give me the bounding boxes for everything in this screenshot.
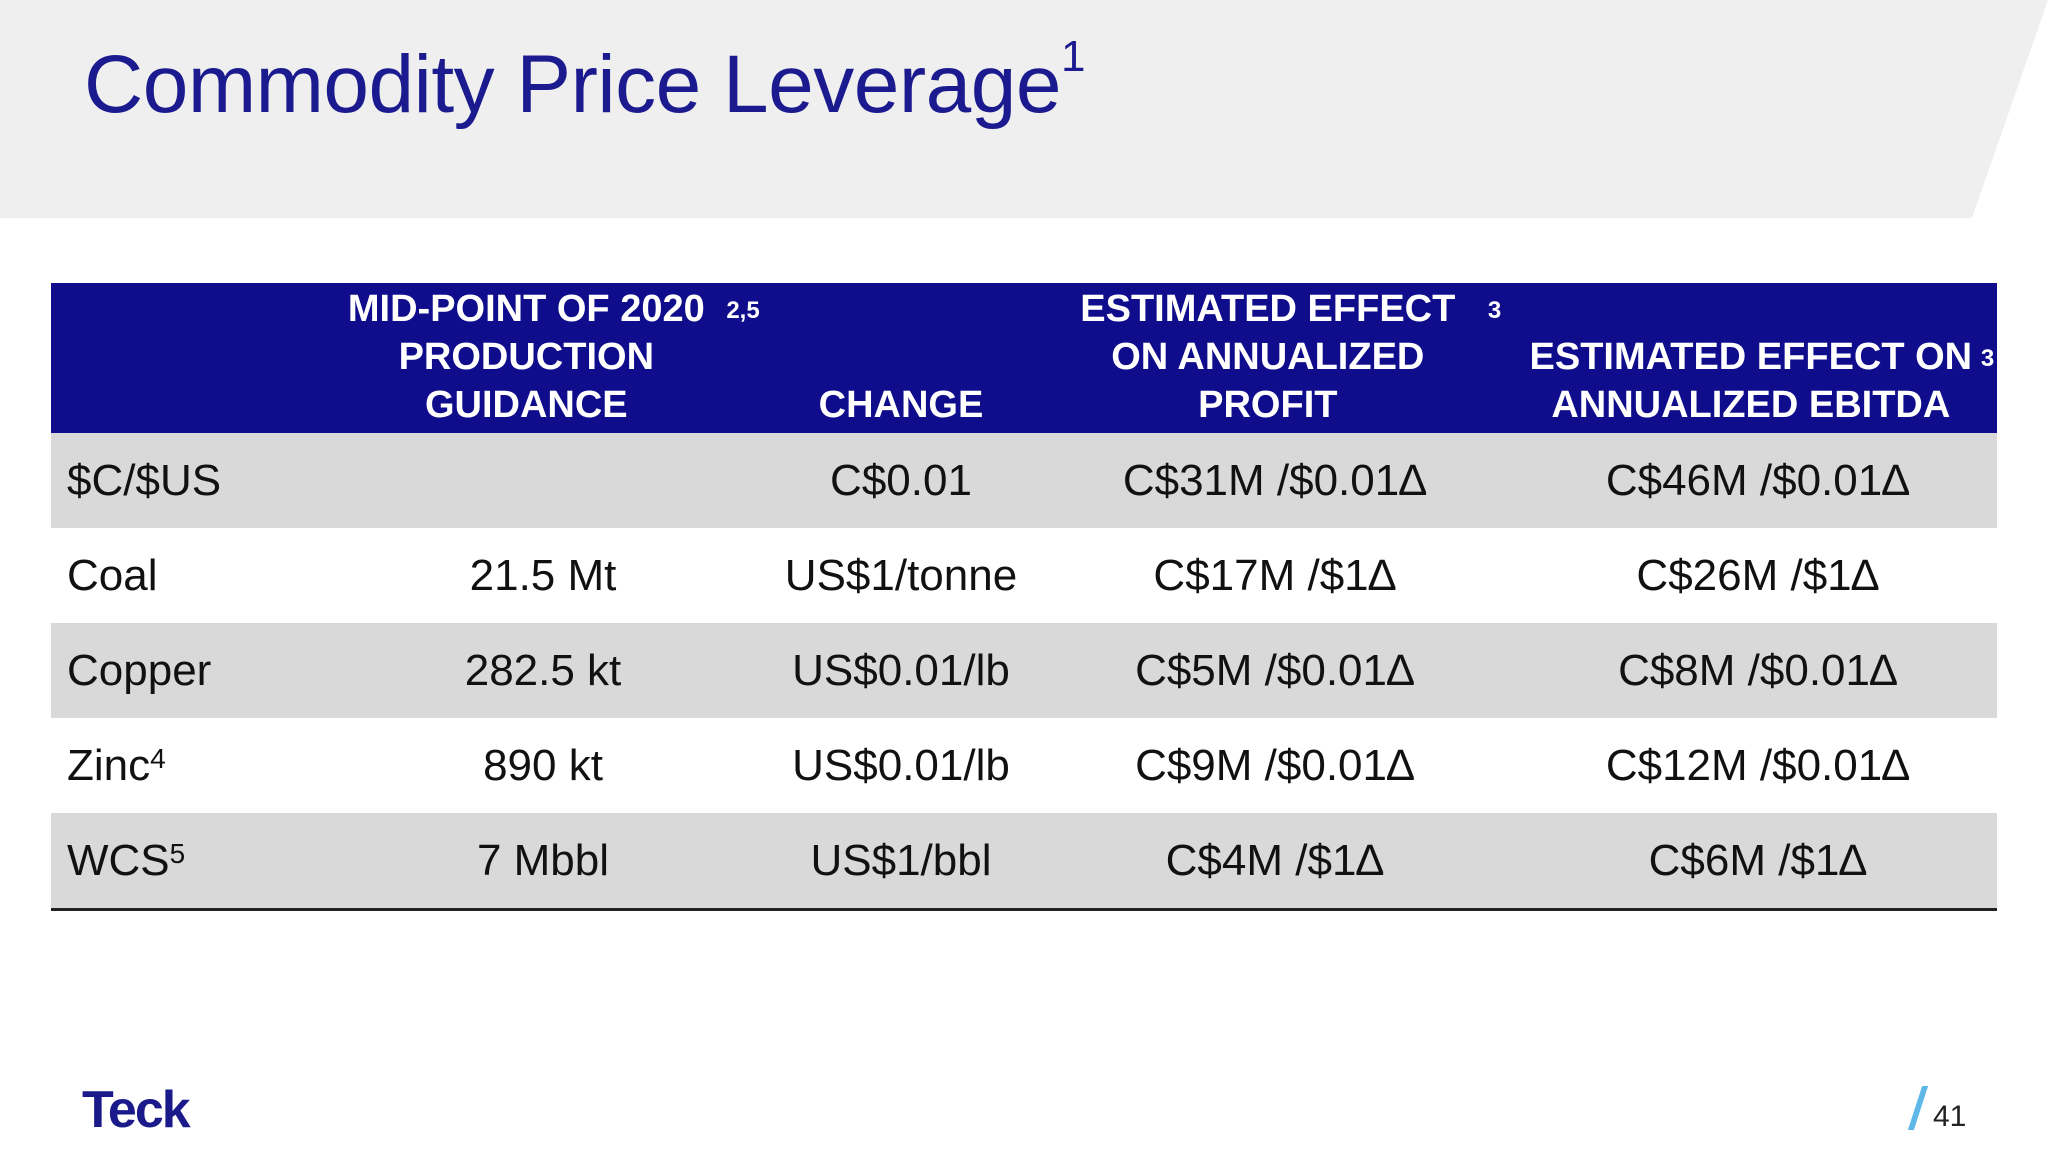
- header-change-label: CHANGE: [818, 384, 984, 426]
- row-change: C$0.01: [771, 433, 1031, 528]
- row-change: US$1/bbl: [771, 813, 1031, 911]
- header-commodity: [51, 283, 315, 433]
- table-row: Copper 282.5 kt US$0.01/lb C$5M /$0.01∆ …: [51, 623, 1997, 718]
- row-change: US$1/tonne: [784, 550, 1018, 600]
- row-guidance: 282.5 kt: [315, 623, 771, 718]
- row-commodity: Zinc4: [67, 740, 166, 790]
- row-profit: C$4M /$1∆: [1031, 813, 1518, 911]
- row-commodity: $C/$US: [51, 433, 315, 528]
- title-band: [0, 0, 2048, 218]
- page-number: 41: [1933, 1100, 1967, 1133]
- row-commodity: WCS5: [51, 813, 315, 911]
- row-guidance: 890 kt: [483, 740, 603, 790]
- row-commodity: Copper: [51, 623, 315, 718]
- header-ebitda: ESTIMATED EFFECT ON ANNUALIZED EBITDA 3: [1518, 283, 1997, 433]
- table-row: WCS5 7 Mbbl US$1/bbl C$4M /$1∆ C$6M /$1∆: [51, 813, 1997, 911]
- row-ebitda: C$6M /$1∆: [1518, 813, 1997, 911]
- row-guidance: [315, 433, 771, 528]
- header-change: CHANGE: [771, 283, 1031, 433]
- row-change: US$0.01/lb: [792, 740, 1010, 790]
- row-footnote-marker: 5: [169, 837, 186, 869]
- page-title-text: Commodity Price Leverage: [84, 39, 1061, 130]
- row-ebitda: C$8M /$0.01∆: [1518, 623, 1997, 718]
- row-guidance: 21.5 Mt: [469, 550, 617, 600]
- row-guidance: 7 Mbbl: [315, 813, 771, 911]
- title-band-shape: [0, 0, 2048, 218]
- teck-logo: Teck: [82, 1081, 191, 1139]
- table-row: $C/$US C$0.01 C$31M /$0.01∆ C$46M /$0.01…: [51, 433, 1997, 528]
- title-footnote-marker: 1: [1060, 32, 1085, 81]
- row-ebitda: C$26M /$1∆: [1636, 550, 1879, 600]
- header-ebitda-label: ESTIMATED EFFECT ON ANNUALIZED EBITDA: [1529, 336, 1973, 426]
- row-profit: C$9M /$0.01∆: [1135, 740, 1414, 790]
- page-title: Commodity Price Leverage1: [84, 32, 1085, 132]
- row-commodity: Coal: [67, 550, 158, 600]
- header-profit: ESTIMATED EFFECT ON ANNUALIZED PROFIT 3: [1031, 283, 1518, 433]
- row-ebitda: C$12M /$0.01∆: [1605, 740, 1910, 790]
- header-guidance-sup: 2,5: [726, 297, 760, 324]
- leverage-table: MID-POINT OF 2020 PRODUCTION GUIDANCE 2,5…: [51, 283, 1997, 911]
- table-row: Zinc4 890 kt US$0.01/lb C$9M /$0.01∆ C$1…: [51, 718, 1997, 813]
- row-profit: C$17M /$1∆: [1153, 550, 1396, 600]
- row-ebitda: C$46M /$0.01∆: [1518, 433, 1997, 528]
- header-guidance-label: MID-POINT OF 2020 PRODUCTION GUIDANCE: [347, 288, 705, 426]
- row-change: US$0.01/lb: [771, 623, 1031, 718]
- page-slash-accent: [1907, 1086, 1929, 1130]
- row-profit: C$5M /$0.01∆: [1031, 623, 1518, 718]
- header-guidance: MID-POINT OF 2020 PRODUCTION GUIDANCE 2,5: [315, 283, 771, 433]
- header-profit-sup: 3: [1487, 297, 1502, 324]
- header-ebitda-sup: 3: [1980, 345, 1995, 372]
- header-profit-label: ESTIMATED EFFECT ON ANNUALIZED PROFIT: [1080, 288, 1456, 426]
- table-row: Coal 21.5 Mt US$1/tonne C$17M /$1∆ C$26M…: [51, 528, 1997, 623]
- row-profit: C$31M /$0.01∆: [1031, 433, 1518, 528]
- table-header-row: MID-POINT OF 2020 PRODUCTION GUIDANCE 2,5…: [51, 283, 1997, 433]
- row-footnote-marker: 4: [150, 742, 166, 774]
